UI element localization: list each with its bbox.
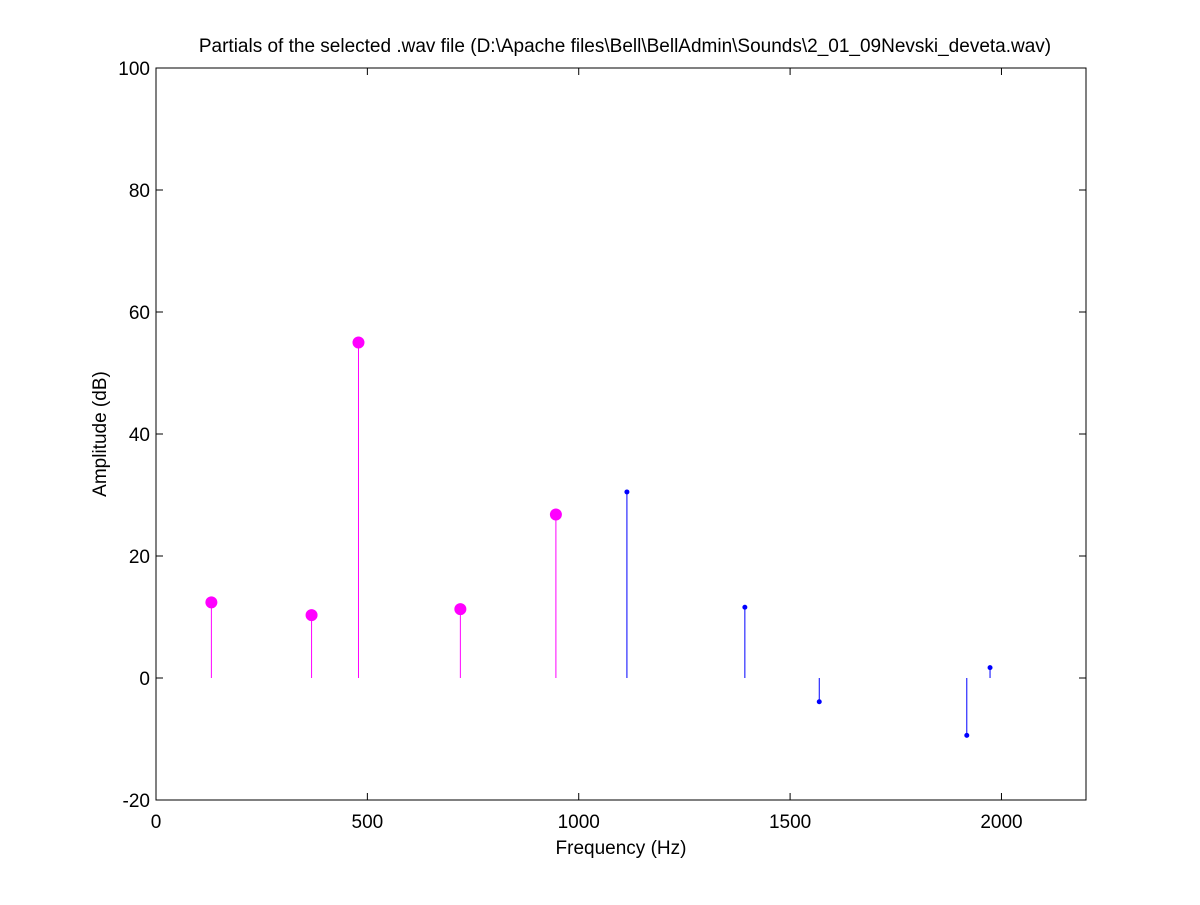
chart-title: Partials of the selected .wav file (D:\A… (199, 36, 1051, 57)
y-tick-label: 100 (118, 59, 150, 80)
y-tick-label: 20 (129, 547, 150, 568)
x-tick-label: 2000 (980, 812, 1022, 833)
x-axis-label: Frequency (Hz) (556, 838, 687, 859)
y-tick-label: 60 (129, 303, 150, 324)
y-tick-label: 0 (139, 669, 150, 690)
plot-area (155, 67, 1087, 801)
stem-marker (454, 603, 467, 616)
x-tick-label: 500 (352, 812, 384, 833)
y-tick-label: -20 (123, 791, 150, 812)
stem-marker (305, 609, 318, 622)
stem-marker (742, 604, 748, 610)
x-tick-label: 0 (151, 812, 162, 833)
stem-marker (624, 489, 630, 495)
stem-marker (549, 508, 562, 521)
x-tick-label: 1000 (558, 812, 600, 833)
y-axis-label: Amplitude (dB) (90, 371, 111, 497)
x-tick-label: 1500 (769, 812, 811, 833)
series-0 (205, 336, 562, 678)
y-tick-label: 80 (129, 181, 150, 202)
stem-marker (964, 732, 970, 738)
stem-marker (205, 596, 218, 609)
stem-marker (352, 336, 365, 349)
series-1 (624, 489, 993, 738)
stem-series (205, 336, 993, 738)
stem-marker (987, 665, 993, 671)
stem-marker (816, 699, 822, 705)
y-tick-label: 40 (129, 425, 150, 446)
